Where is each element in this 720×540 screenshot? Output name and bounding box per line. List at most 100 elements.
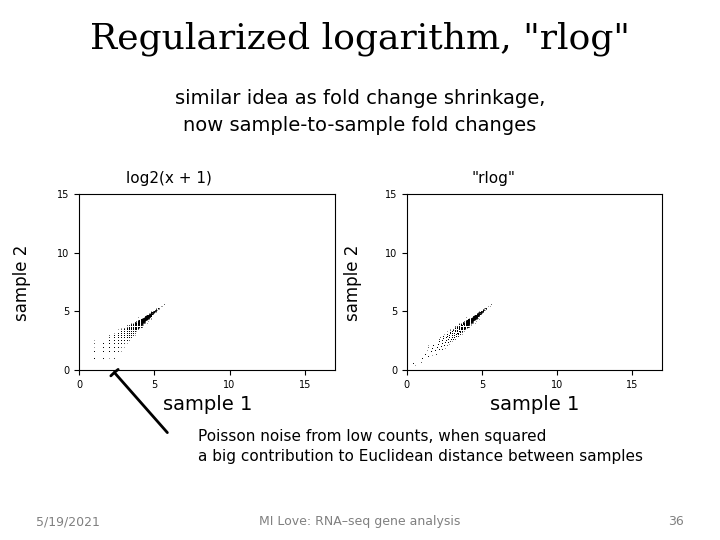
Point <box>444 331 455 340</box>
Point <box>121 330 132 339</box>
Point <box>136 316 148 325</box>
Point <box>131 323 143 332</box>
Point <box>436 339 447 347</box>
Point <box>456 323 468 332</box>
Point <box>127 322 139 331</box>
Point <box>455 323 467 332</box>
Point <box>462 319 473 327</box>
Point <box>132 319 144 327</box>
Point <box>449 328 460 337</box>
Point <box>148 307 160 315</box>
Point <box>127 323 139 332</box>
Point <box>145 310 157 319</box>
Point <box>456 321 468 330</box>
Point <box>132 320 144 328</box>
Point <box>135 318 146 326</box>
Point <box>462 318 473 326</box>
Point <box>440 335 451 344</box>
Point <box>468 316 480 325</box>
Point <box>451 328 462 337</box>
Point <box>127 327 139 335</box>
Point <box>455 323 467 332</box>
Point <box>459 321 470 330</box>
Point <box>131 321 143 330</box>
Point <box>472 309 484 318</box>
Point <box>456 322 468 331</box>
Point <box>460 317 472 326</box>
Point <box>455 321 467 330</box>
Point <box>136 321 148 330</box>
Point <box>468 313 480 322</box>
Point <box>419 349 431 358</box>
Point <box>451 327 462 335</box>
Point <box>143 313 155 322</box>
Point <box>140 314 151 323</box>
Point <box>136 316 148 325</box>
Point <box>464 322 475 331</box>
Point <box>131 321 143 330</box>
Point <box>466 313 477 322</box>
Point <box>449 328 460 337</box>
Point <box>462 320 473 328</box>
Point <box>449 327 460 335</box>
Point <box>131 323 143 332</box>
Point <box>444 325 456 333</box>
Point <box>129 323 140 332</box>
Point <box>135 319 146 327</box>
Point <box>140 314 152 323</box>
Point <box>138 319 149 327</box>
Point <box>429 346 441 354</box>
Point <box>458 322 469 331</box>
Point <box>108 342 120 351</box>
Point <box>119 330 130 339</box>
Point <box>112 335 124 344</box>
Point <box>459 322 471 331</box>
Point <box>462 317 473 326</box>
Point <box>449 323 461 332</box>
Point <box>125 328 137 337</box>
Point <box>132 320 144 328</box>
Point <box>108 335 120 344</box>
Point <box>123 327 135 335</box>
Point <box>472 310 484 319</box>
Point <box>449 328 460 337</box>
Point <box>455 321 467 330</box>
Point <box>129 320 140 328</box>
Point <box>140 313 152 322</box>
Point <box>123 327 135 335</box>
Point <box>451 328 462 337</box>
Point <box>140 317 151 326</box>
Point <box>456 321 468 330</box>
Point <box>116 333 127 341</box>
Point <box>471 312 482 321</box>
Point <box>127 325 139 334</box>
Point <box>143 310 154 319</box>
Point <box>444 329 456 338</box>
Point <box>125 323 137 332</box>
Point <box>456 323 468 332</box>
Point <box>459 320 470 328</box>
Point <box>132 321 144 330</box>
Point <box>449 328 460 337</box>
Point <box>116 335 127 344</box>
Point <box>131 319 143 327</box>
Point <box>455 323 467 332</box>
Point <box>464 316 475 325</box>
Point <box>123 328 135 337</box>
Point <box>134 318 145 326</box>
Point <box>121 328 132 337</box>
Point <box>125 327 137 335</box>
Point <box>127 323 139 332</box>
Point <box>462 320 473 328</box>
Point <box>123 325 135 334</box>
Point <box>460 321 472 329</box>
Point <box>138 316 149 325</box>
Point <box>460 319 472 327</box>
Point <box>459 320 470 328</box>
Point <box>444 331 455 340</box>
Point <box>132 320 144 328</box>
Point <box>456 321 468 330</box>
Point <box>465 318 477 326</box>
Point <box>136 317 148 326</box>
Point <box>134 318 145 326</box>
